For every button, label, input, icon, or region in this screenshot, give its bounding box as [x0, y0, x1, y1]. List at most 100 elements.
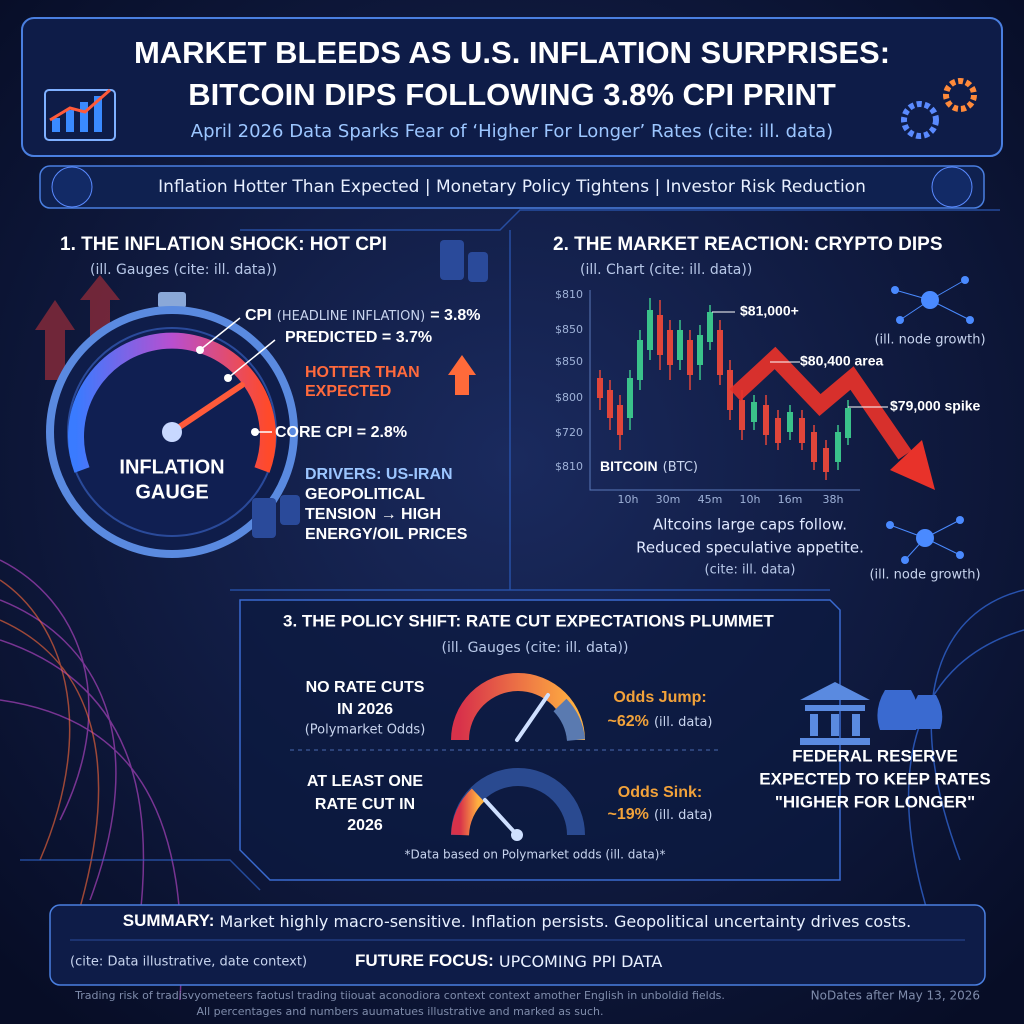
policy-panel-part: [511, 829, 523, 841]
cpi-value: = 3.8%: [430, 307, 480, 324]
candlestick-chart-part-part: [727, 370, 733, 410]
policy-panel-part: [877, 690, 943, 730]
series-label: BITCOIN (BTC): [600, 457, 698, 476]
y-label: $800: [555, 391, 583, 404]
price-annotation: $81,000+: [740, 303, 799, 319]
node-label: (ill. node growth): [869, 568, 980, 583]
candlestick-chart-part-part: [657, 315, 663, 355]
header-panel-part: [943, 78, 977, 112]
inflation-gauge-part: [199, 317, 276, 433]
header-panel-part: [49, 88, 111, 122]
inflation-gauge-part: [252, 498, 276, 538]
series-name: BITCOIN: [600, 458, 658, 474]
candlestick-chart-part-part: [799, 418, 805, 443]
subtitle: April 2026 Data Sparks Fear of ‘Higher F…: [191, 121, 833, 142]
policy-panel-part: [483, 798, 519, 837]
candlestick-chart-part-part: [647, 310, 653, 350]
candlestick-chart-part: [729, 346, 912, 460]
candlestick-chart-part: [889, 279, 971, 561]
candlestick-chart-part-part: [823, 448, 829, 472]
summary-cite: (cite: Data illustrative, date context): [70, 955, 307, 970]
title-line: MARKET BLEEDS AS U.S. INFLATION SURPRISE…: [134, 35, 890, 70]
x-label: 38h: [823, 493, 844, 506]
fed-text: EXPECTED TO KEEP RATES: [759, 769, 990, 788]
section-caption: (ill. Gauges (cite: ill. data)): [90, 262, 277, 278]
gauge-label: GAUGE: [135, 481, 208, 503]
background-part: [0, 579, 100, 941]
header-panel-part: [44, 89, 116, 141]
inflation-gauge-part: [68, 332, 276, 473]
cpi-detail: (HEADLINE INFLATION): [277, 309, 425, 324]
market-note: (cite: ill. data): [705, 563, 796, 578]
candlestick-chart-part-part: [845, 408, 851, 438]
cpi-name: CPI: [245, 307, 272, 324]
summary-line: SUMMARY: Market highly macro-sensitive. …: [123, 911, 911, 930]
candlestick-chart-part-part: [787, 412, 793, 432]
row-label: 2026: [347, 817, 383, 834]
candlestick-chart-part-part: [717, 330, 723, 375]
inflation-gauge-part: [468, 252, 488, 282]
y-label: $810: [555, 460, 583, 473]
row-label: AT LEAST ONE: [307, 773, 423, 790]
y-label: $850: [555, 355, 583, 368]
policy-panel: [239, 599, 943, 881]
candlestick-chart-part-part: [751, 402, 757, 422]
odds-value: ~62%: [608, 713, 649, 730]
summary-panel: [49, 904, 986, 986]
y-label: $720: [555, 426, 583, 439]
candlestick-chart-part-part: [637, 340, 643, 380]
node-label: (ill. node growth): [874, 333, 985, 348]
odds-note: (ill. data): [654, 808, 713, 823]
policy-panel-part: [800, 682, 870, 745]
policy-panel-part: [553, 698, 585, 742]
drivers-text: TENSION → HIGH: [305, 506, 441, 523]
policy-panel-part: [239, 599, 841, 881]
candlestick-chart-part-part: [707, 312, 713, 342]
odds-figure: ~62% (ill. data): [608, 712, 713, 731]
predicted-callout: PREDICTED = 3.7%: [285, 329, 432, 346]
banner-panel-part: [931, 166, 973, 208]
y-label: $810: [555, 288, 583, 301]
x-label: 30m: [656, 493, 681, 506]
odds-label: Odds Jump:: [613, 689, 706, 706]
candlestick-chart-part-part: [811, 432, 817, 462]
cpi-callout: CPI (HEADLINE INFLATION) = 3.8%: [245, 306, 481, 325]
drivers-text: GEOPOLITICAL: [305, 486, 425, 503]
candlestick-chart-part-part: [597, 378, 603, 398]
row-sub: (Polymarket Odds): [305, 723, 426, 738]
candlestick-chart-part-part: [739, 400, 745, 430]
candlestick-chart-part: [890, 440, 935, 490]
inflation-gauge: [46, 240, 488, 558]
market-note: Reduced speculative appetite.: [636, 539, 864, 557]
price-annotation: $80,400 area: [800, 353, 884, 369]
background-part: [35, 275, 120, 380]
future-line: FUTURE FOCUS: UPCOMING PPI DATA: [355, 951, 662, 970]
background-part: [0, 559, 182, 1001]
section-caption: (ill. Gauges (cite: ill. data)): [442, 640, 629, 656]
candlestick-chart-part-part: [667, 330, 673, 365]
background-part: [20, 209, 1000, 891]
candlestick-chart: [589, 276, 974, 564]
footer-line: All percentages and numbers auumatues il…: [197, 1005, 604, 1018]
price-annotation: $79,000 spike: [890, 398, 981, 414]
section-heading: 3. THE POLICY SHIFT: RATE CUT EXPECTATIO…: [283, 611, 774, 630]
row-label: IN 2026: [337, 701, 393, 718]
fed-text: FEDERAL RESERVE: [792, 746, 958, 765]
section-heading: 2. THE MARKET REACTION: CRYPTO DIPS: [553, 234, 943, 255]
inflation-gauge-part: [448, 355, 476, 395]
future-label: FUTURE FOCUS:: [355, 951, 494, 970]
inflation-gauge-part: [162, 422, 182, 442]
drivers-text: ENERGY/OIL PRICES: [305, 526, 468, 543]
section-caption: (ill. Chart (cite: ill. data)): [580, 262, 752, 278]
candlestick-chart-part-part: [687, 340, 693, 375]
banner-panel-part: [51, 166, 93, 208]
candlestick-chart-part: [597, 298, 851, 480]
candlestick-chart-part-part: [775, 418, 781, 443]
policy-panel-part: [451, 788, 485, 836]
market-note: Altcoins large caps follow.: [653, 516, 847, 534]
header-panel-part: [901, 101, 939, 139]
drivers-text: DRIVERS: US-IRAN: [305, 466, 453, 483]
candlestick-chart-part-part: [627, 378, 633, 418]
hotter-callout: EXPECTED: [305, 383, 391, 400]
